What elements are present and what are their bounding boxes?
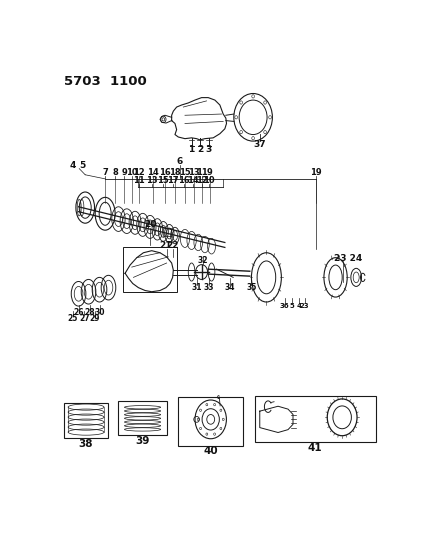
Text: 1: 1 (188, 145, 195, 154)
Text: 5: 5 (290, 303, 295, 309)
Text: 41: 41 (308, 443, 323, 453)
Text: 8: 8 (112, 168, 118, 177)
Text: 35: 35 (246, 283, 257, 292)
Text: 27: 27 (79, 314, 90, 323)
Text: 37: 37 (254, 140, 266, 149)
Text: 4: 4 (296, 303, 301, 309)
Text: 5703  1100: 5703 1100 (63, 76, 146, 88)
Bar (63, 402, 109, 438)
Text: 10: 10 (126, 168, 138, 177)
Text: 11: 11 (196, 168, 208, 177)
Text: 11: 11 (133, 176, 145, 185)
Text: 13: 13 (188, 168, 200, 177)
Text: 9: 9 (121, 168, 127, 177)
Text: 21: 21 (159, 241, 171, 251)
Text: 40: 40 (203, 446, 218, 456)
Text: 34: 34 (225, 283, 235, 292)
Text: 38: 38 (79, 439, 93, 449)
Text: 14: 14 (187, 176, 199, 185)
Text: 26: 26 (73, 308, 84, 317)
Text: 13: 13 (146, 176, 157, 185)
Text: 5: 5 (79, 161, 85, 170)
Text: 19: 19 (311, 168, 322, 177)
Text: 2: 2 (197, 145, 203, 154)
Text: 36: 36 (280, 303, 290, 309)
Text: 23: 23 (300, 303, 309, 309)
Bar (118, 401, 166, 435)
Text: 22: 22 (166, 241, 179, 251)
Text: 23 24: 23 24 (334, 254, 362, 263)
Text: 32: 32 (198, 256, 208, 265)
Text: 12: 12 (196, 176, 208, 185)
Bar (255, 397, 376, 442)
Text: 25: 25 (68, 314, 78, 323)
Text: 4: 4 (70, 161, 76, 170)
Bar (178, 397, 243, 446)
Text: 28: 28 (84, 308, 95, 317)
Text: 7: 7 (102, 168, 108, 177)
Text: 31: 31 (192, 283, 202, 292)
Text: 20: 20 (144, 220, 156, 229)
Text: 30: 30 (95, 308, 106, 317)
Text: 12: 12 (133, 168, 145, 177)
Text: 15: 15 (157, 176, 169, 185)
Text: 39: 39 (135, 435, 150, 446)
Text: 6: 6 (177, 157, 183, 166)
Text: 15: 15 (179, 168, 191, 177)
Text: 14: 14 (147, 168, 159, 177)
Text: 18: 18 (169, 168, 181, 177)
Text: 3: 3 (206, 145, 212, 154)
Text: 29: 29 (90, 314, 100, 323)
Text: 10: 10 (203, 176, 215, 185)
Bar (163, 228, 171, 236)
Text: 16: 16 (159, 168, 171, 177)
Text: 16: 16 (178, 176, 190, 185)
Bar (124, 247, 177, 292)
Text: 9: 9 (207, 168, 213, 177)
Text: 17: 17 (167, 176, 179, 185)
Text: 33: 33 (204, 283, 214, 292)
